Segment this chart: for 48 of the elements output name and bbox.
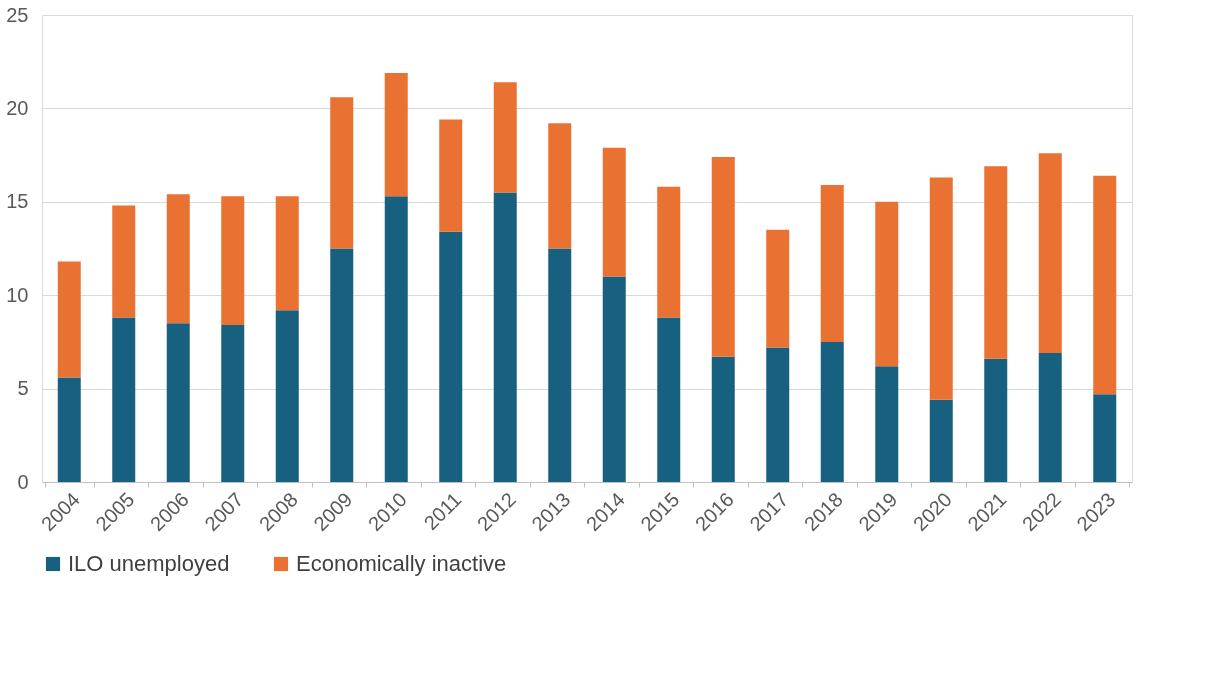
bar xyxy=(1038,153,1062,354)
bar xyxy=(221,325,245,482)
bar xyxy=(1038,353,1062,482)
bar xyxy=(929,399,953,482)
bar xyxy=(766,229,790,348)
bar xyxy=(548,123,572,249)
bar xyxy=(166,194,190,324)
bar xyxy=(602,276,626,482)
bar xyxy=(657,317,681,482)
y-tick-label: 25 xyxy=(6,3,29,26)
bar xyxy=(711,156,735,357)
bar xyxy=(602,147,626,277)
bar xyxy=(875,201,899,367)
bar xyxy=(384,196,408,482)
y-tick-label: 10 xyxy=(6,283,29,306)
y-tick-label: 5 xyxy=(17,377,29,400)
y-tick-label: 20 xyxy=(6,96,29,119)
legend-label: Economically inactive xyxy=(296,551,507,576)
bar xyxy=(493,192,517,482)
bar xyxy=(929,177,953,400)
bar xyxy=(57,261,81,378)
bar xyxy=(820,184,844,342)
bar xyxy=(439,119,463,232)
bar xyxy=(112,317,136,482)
bar xyxy=(330,97,354,249)
y-tick-label: 0 xyxy=(17,470,29,493)
bar xyxy=(221,196,245,326)
bar xyxy=(657,186,681,318)
y-tick-label: 15 xyxy=(6,190,29,213)
bar xyxy=(275,310,299,482)
bar xyxy=(493,82,517,193)
bar xyxy=(275,196,299,311)
bar xyxy=(384,72,408,197)
bar xyxy=(1093,175,1117,395)
bar xyxy=(330,248,354,482)
bar xyxy=(984,358,1008,482)
legend-label: ILO unemployed xyxy=(68,551,230,576)
bar xyxy=(439,231,463,482)
bar xyxy=(820,341,844,482)
bar xyxy=(984,166,1008,359)
bar xyxy=(57,377,81,482)
bar xyxy=(766,347,790,482)
bar xyxy=(875,366,899,482)
bar xyxy=(112,205,136,318)
bar xyxy=(1093,394,1117,482)
bar xyxy=(711,356,735,482)
bar xyxy=(548,248,572,482)
bar xyxy=(166,323,190,482)
